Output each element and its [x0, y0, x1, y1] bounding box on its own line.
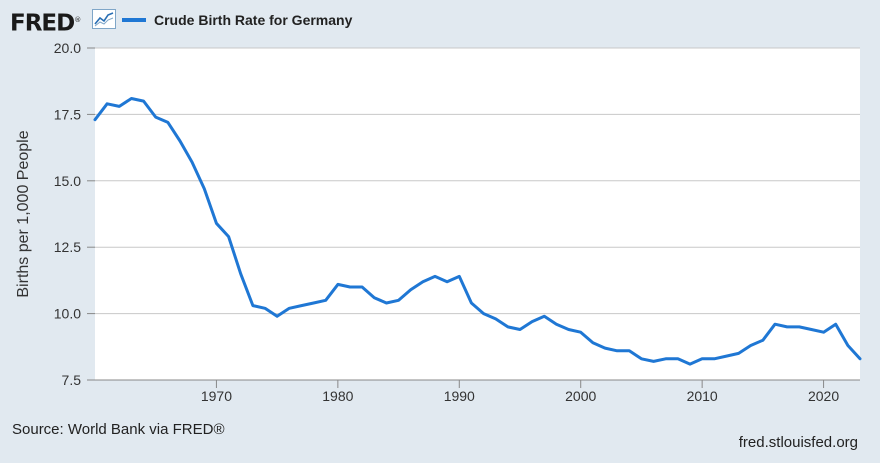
source-note: Source: World Bank via FRED®: [12, 421, 225, 438]
x-tick-label: 1970: [201, 388, 232, 404]
chart-legend: Crude Birth Rate for Germany: [122, 10, 352, 30]
y-tick-label: 12.5: [54, 239, 81, 255]
x-tick-label: 1990: [444, 388, 475, 404]
y-tick-label: 17.5: [54, 106, 81, 122]
x-tick-label: 2010: [687, 388, 718, 404]
x-tick-label: 1980: [322, 388, 353, 404]
y-tick-label: 7.5: [62, 372, 82, 388]
y-axis-label: Births per 1,000 People: [15, 130, 32, 298]
series-line-crude-birth-rate[interactable]: [93, 97, 862, 366]
x-tick-label: 2000: [565, 388, 596, 404]
legend-swatch: [122, 18, 146, 22]
site-link[interactable]: fred.stlouisfed.org: [738, 434, 858, 451]
x-tick-label: 2020: [808, 388, 839, 404]
line-chart-icon: [92, 9, 116, 29]
y-tick-label: 10.0: [54, 306, 81, 322]
fred-logo[interactable]: FRED®: [10, 10, 82, 37]
plot-area: [95, 48, 860, 380]
y-tick-label: 15.0: [54, 173, 81, 189]
y-tick-label: 20.0: [54, 40, 81, 56]
legend-label: Crude Birth Rate for Germany: [154, 12, 353, 28]
